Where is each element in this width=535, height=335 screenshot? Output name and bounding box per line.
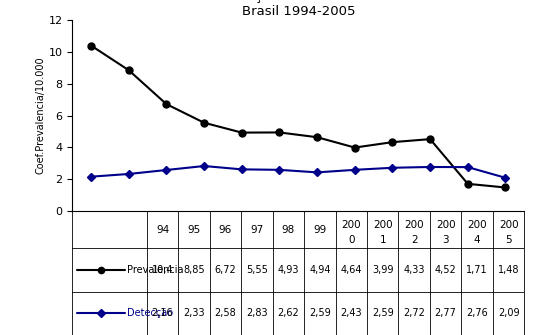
- Text: 98: 98: [282, 225, 295, 234]
- Text: 95: 95: [187, 225, 201, 234]
- Text: 200: 200: [373, 220, 393, 230]
- Text: 4,94: 4,94: [309, 265, 331, 275]
- Text: 200: 200: [499, 220, 518, 230]
- Text: 2,58: 2,58: [215, 308, 236, 318]
- Text: 5,55: 5,55: [246, 265, 268, 275]
- Title: Coeficientes de prevalência e
detecção de hanseníase
Brasil 1994-2005: Coeficientes de prevalência e detecção d…: [200, 0, 397, 17]
- Text: 1,48: 1,48: [498, 265, 519, 275]
- Text: 1: 1: [379, 234, 386, 245]
- Text: 4,33: 4,33: [403, 265, 425, 275]
- Text: 8,85: 8,85: [183, 265, 205, 275]
- Text: 3: 3: [442, 234, 449, 245]
- Text: 5: 5: [505, 234, 512, 245]
- Text: 2,72: 2,72: [403, 308, 425, 318]
- Text: 2,62: 2,62: [278, 308, 299, 318]
- Text: 200: 200: [436, 220, 455, 230]
- Text: 0: 0: [348, 234, 355, 245]
- Text: 97: 97: [250, 225, 264, 234]
- Text: 2,77: 2,77: [435, 308, 456, 318]
- Text: 2,09: 2,09: [498, 308, 519, 318]
- Text: 4,93: 4,93: [278, 265, 299, 275]
- Text: 200: 200: [467, 220, 487, 230]
- Text: 2,76: 2,76: [466, 308, 488, 318]
- Text: Detecção: Detecção: [127, 308, 173, 318]
- Text: 200: 200: [341, 220, 361, 230]
- Y-axis label: Coef.Prevalencia/10.000: Coef.Prevalencia/10.000: [36, 57, 45, 175]
- Text: 2,43: 2,43: [340, 308, 362, 318]
- Text: 2,16: 2,16: [152, 308, 173, 318]
- Text: 2,33: 2,33: [183, 308, 205, 318]
- Text: 2,59: 2,59: [309, 308, 331, 318]
- Text: 3,99: 3,99: [372, 265, 394, 275]
- Text: 6,72: 6,72: [215, 265, 236, 275]
- Text: 4: 4: [474, 234, 480, 245]
- Text: 96: 96: [219, 225, 232, 234]
- Text: 4,52: 4,52: [435, 265, 456, 275]
- Text: 94: 94: [156, 225, 169, 234]
- Text: Prevalencia: Prevalencia: [127, 265, 184, 275]
- Text: 2,83: 2,83: [246, 308, 268, 318]
- Text: 10,4: 10,4: [152, 265, 173, 275]
- Text: 200: 200: [404, 220, 424, 230]
- Text: 1,71: 1,71: [467, 265, 488, 275]
- Text: 99: 99: [313, 225, 326, 234]
- Text: 4,64: 4,64: [341, 265, 362, 275]
- Text: 2,59: 2,59: [372, 308, 394, 318]
- Text: 2: 2: [411, 234, 417, 245]
